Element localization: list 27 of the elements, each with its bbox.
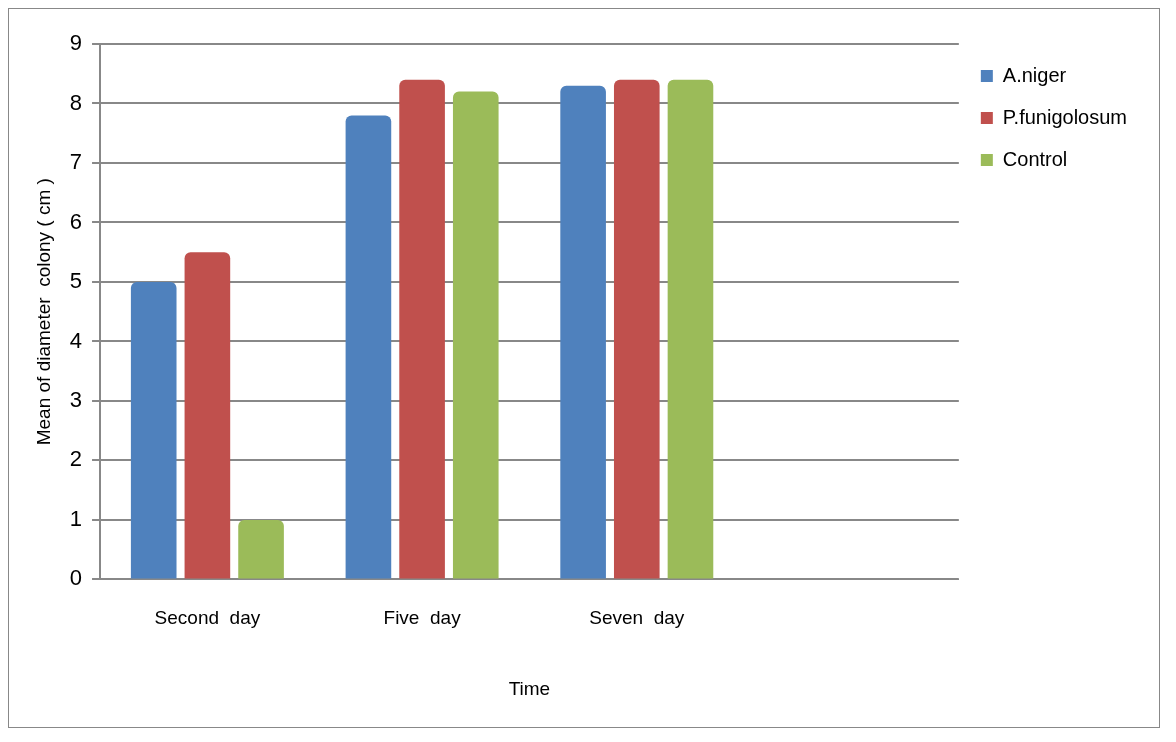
y-tick-label: 6	[69, 208, 83, 234]
y-axis-title: Mean of diameter colony ( cm )	[32, 178, 54, 446]
legend-label: A.niger	[1002, 63, 1067, 86]
y-tick-label: 1	[69, 505, 83, 531]
x-axis-title: Time	[508, 677, 551, 699]
legend-label: P.funigolosum	[1002, 105, 1128, 128]
bar	[399, 79, 445, 579]
y-tick-label: 0	[69, 565, 83, 591]
bar	[130, 281, 177, 579]
y-tick-label: 8	[69, 89, 83, 115]
bar	[560, 85, 606, 579]
bar	[184, 252, 231, 579]
bar	[613, 79, 660, 579]
x-tick-label: Five day	[383, 607, 462, 629]
y-tick-label: 9	[69, 30, 83, 56]
bar	[667, 79, 714, 579]
y-tick-label: 3	[69, 387, 83, 412]
bar	[238, 519, 284, 579]
x-tick-label: Second day	[154, 607, 261, 629]
bar	[452, 91, 499, 579]
y-tick-label: 2	[69, 446, 83, 472]
legend-label: Control	[1002, 147, 1068, 170]
y-tick-label: 5	[69, 268, 83, 294]
x-tick-label: Seven day	[589, 607, 685, 629]
y-tick-label: 4	[69, 327, 83, 353]
y-tick-label: 7	[69, 149, 83, 175]
bar	[345, 115, 392, 579]
